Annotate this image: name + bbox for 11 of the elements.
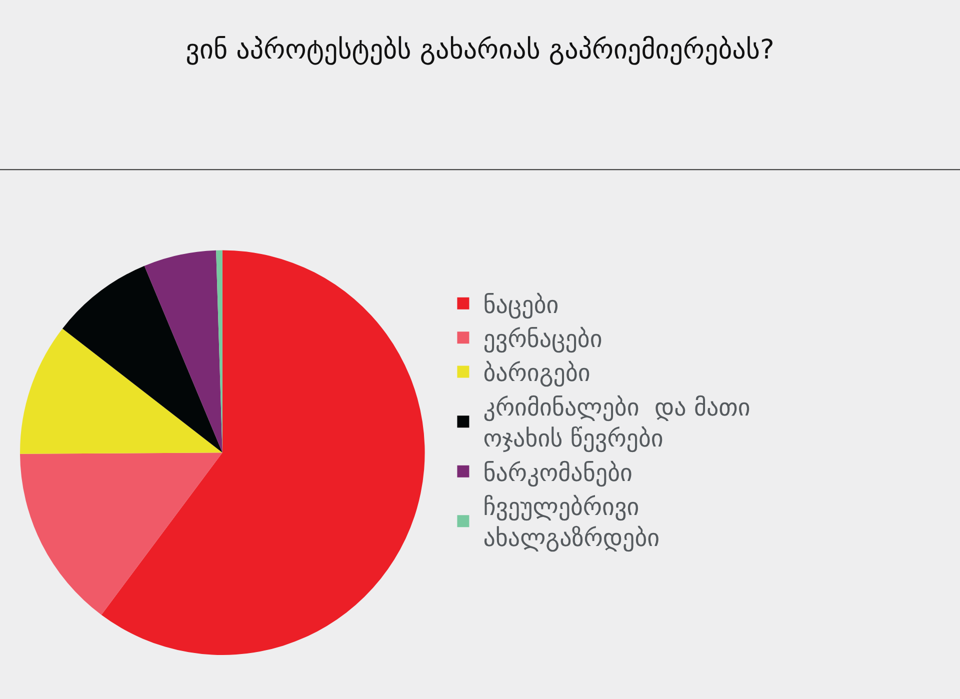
pie-slice <box>144 250 222 453</box>
pie-slice <box>20 328 222 454</box>
legend-label: ევრნაცები <box>483 324 602 353</box>
legend-label: ნარკომანები <box>483 458 632 487</box>
legend-label: ნაცები <box>483 290 559 319</box>
pie-slice <box>101 250 424 656</box>
pie-slice <box>20 452 222 615</box>
chart-title: ვინ აპროტესტებს გახარიას გაპრიემიერებას? <box>186 34 774 66</box>
pie-slice <box>62 266 222 453</box>
legend-label: ბარიგები <box>483 359 590 388</box>
legend-label: ჩვეულებრივი ახალგაზრდები <box>483 492 660 552</box>
